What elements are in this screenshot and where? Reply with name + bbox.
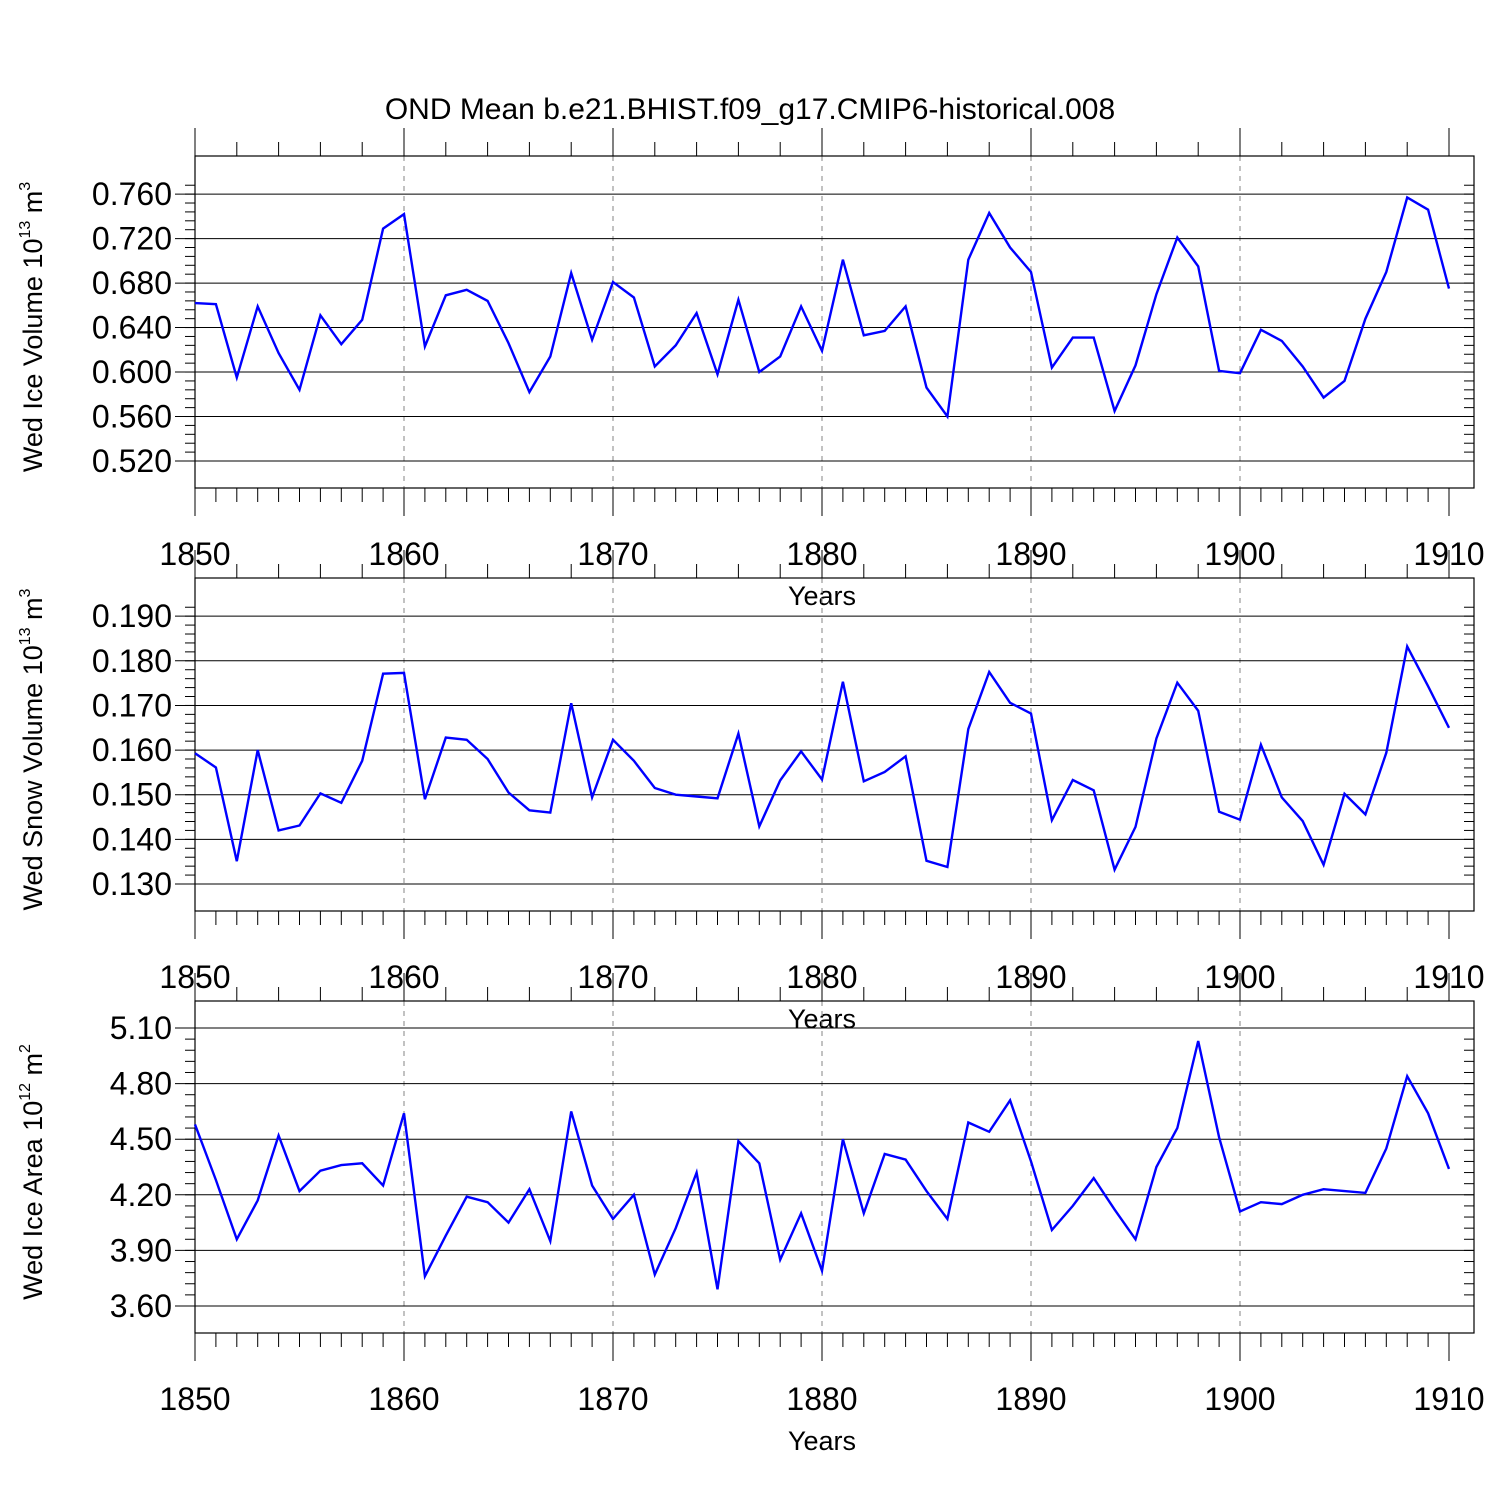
ytick-label: 3.60 bbox=[110, 1288, 172, 1324]
plot-frame bbox=[195, 1001, 1474, 1333]
ytick-label: 0.760 bbox=[92, 176, 172, 212]
ytick-label: 0.180 bbox=[92, 643, 172, 679]
ytick-label: 0.170 bbox=[92, 687, 172, 723]
y-axis-label: Wed Ice Area 1012 m2 bbox=[17, 1044, 48, 1300]
xtick-label: 1850 bbox=[159, 1381, 230, 1417]
xtick-label: 1910 bbox=[1413, 1381, 1484, 1417]
x-axis-label: Years bbox=[788, 1426, 856, 1456]
ytick-label: 0.130 bbox=[92, 866, 172, 902]
ytick-label: 0.140 bbox=[92, 821, 172, 857]
ytick-label: 5.10 bbox=[110, 1010, 172, 1046]
xtick-label: 1900 bbox=[1204, 1381, 1275, 1417]
chart-title: OND Mean b.e21.BHIST.f09_g17.CMIP6-histo… bbox=[385, 93, 1115, 126]
y-axis-label: Wed Ice Volume 1013 m3 bbox=[17, 182, 48, 472]
ytick-label: 0.190 bbox=[92, 598, 172, 634]
panel-bottom: 3.60 3.90 4.20 4.50 4.80 5.10 1850 1860 1870 1880… bbox=[17, 973, 1485, 1456]
x-axis-label: Years bbox=[788, 581, 856, 611]
ytick-label: 0.160 bbox=[92, 732, 172, 768]
y-axis-label: Wed Snow Volume 1013 m3 bbox=[17, 588, 48, 910]
xtick-label: 1860 bbox=[368, 1381, 439, 1417]
xtick-label: 1890 bbox=[995, 1381, 1066, 1417]
ytick-label: 0.640 bbox=[92, 310, 172, 346]
ytick-label: 3.90 bbox=[110, 1232, 172, 1268]
ytick-label: 0.150 bbox=[92, 777, 172, 813]
ytick-label: 0.560 bbox=[92, 399, 172, 435]
xtick-label: 1870 bbox=[577, 1381, 648, 1417]
ytick-label: 0.520 bbox=[92, 443, 172, 479]
plot-frame bbox=[195, 578, 1474, 911]
plot-frame bbox=[195, 156, 1474, 488]
ytick-label: 0.720 bbox=[92, 221, 172, 257]
x-axis-label: Years bbox=[788, 1004, 856, 1034]
ytick-label: 4.50 bbox=[110, 1121, 172, 1157]
ytick-label: 0.600 bbox=[92, 354, 172, 390]
ytick-label: 4.80 bbox=[110, 1066, 172, 1102]
xtick-label: 1880 bbox=[786, 1381, 857, 1417]
ytick-label: 0.680 bbox=[92, 265, 172, 301]
ytick-label: 4.20 bbox=[110, 1177, 172, 1213]
